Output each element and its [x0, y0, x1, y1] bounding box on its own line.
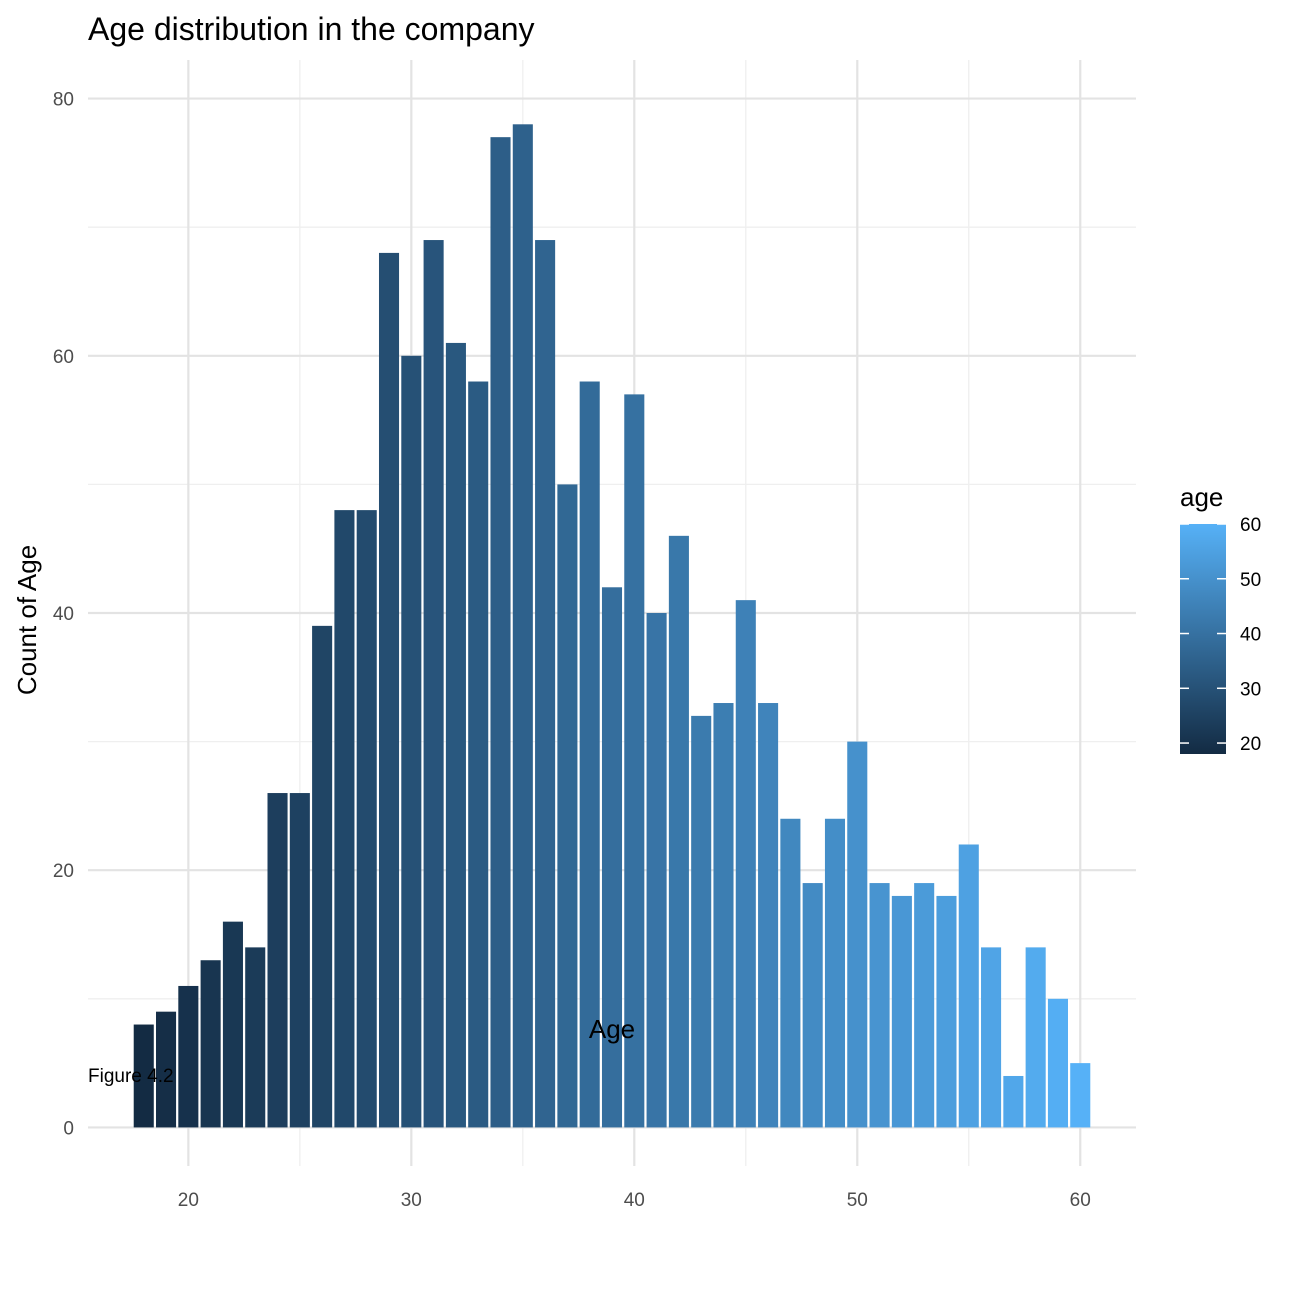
bar-age-32 — [445, 342, 466, 1128]
bar-age-41 — [646, 613, 667, 1128]
legend-label: 40 — [1240, 625, 1261, 646]
bar-age-40 — [624, 394, 645, 1128]
bar-age-37 — [557, 484, 578, 1128]
bar-age-24 — [267, 793, 288, 1128]
bar-age-31 — [423, 240, 444, 1128]
bar-age-56 — [981, 947, 1002, 1128]
bar-age-22 — [222, 921, 243, 1128]
x-axis-title: Age — [589, 1014, 635, 1044]
x-tick-label: 20 — [178, 1190, 199, 1211]
y-axis-ticks: 0 20 40 60 80 — [53, 90, 74, 1140]
bar-age-18 — [133, 1024, 154, 1128]
bar-age-19 — [156, 1011, 177, 1128]
bar-age-53 — [914, 883, 935, 1128]
bar-age-30 — [401, 355, 422, 1128]
bar-age-54 — [936, 895, 957, 1128]
y-tick-label: 80 — [53, 90, 74, 111]
bar-age-21 — [200, 960, 221, 1128]
legend-label: 30 — [1240, 679, 1261, 700]
x-tick-label: 60 — [1070, 1190, 1091, 1211]
y-tick-label: 60 — [53, 347, 74, 368]
bar-age-26 — [312, 625, 333, 1128]
bar-age-28 — [356, 510, 377, 1128]
bar-age-39 — [601, 587, 623, 1128]
bar-age-44 — [713, 703, 734, 1128]
bar-age-20 — [178, 985, 199, 1128]
bar-age-57 — [1003, 1075, 1024, 1128]
bar-age-42 — [668, 535, 689, 1128]
bar-age-43 — [691, 715, 712, 1128]
legend-ticks: 20 30 40 50 60 — [1180, 515, 1261, 755]
bar-age-49 — [824, 818, 846, 1128]
x-tick-label: 40 — [624, 1190, 645, 1211]
bars-group — [133, 124, 1091, 1128]
legend-title: age — [1180, 482, 1223, 512]
x-tick-label: 50 — [847, 1190, 868, 1211]
bar-age-34 — [490, 137, 511, 1128]
bar-age-58 — [1025, 947, 1046, 1128]
legend-label: 60 — [1240, 515, 1261, 536]
bar-age-35 — [512, 124, 533, 1128]
legend-label: 50 — [1240, 570, 1261, 591]
bar-age-60 — [1070, 1063, 1091, 1128]
bar-age-47 — [780, 818, 801, 1128]
y-axis-title: Count of Age — [12, 545, 42, 695]
bar-age-59 — [1047, 998, 1068, 1128]
bar-age-29 — [378, 252, 400, 1128]
legend-colorbar — [1180, 524, 1226, 754]
bar-age-25 — [289, 793, 310, 1128]
bar-age-23 — [245, 947, 266, 1128]
chart-title: Age distribution in the company — [88, 11, 534, 47]
bar-age-51 — [869, 883, 890, 1128]
legend: age 20 30 40 50 60 — [1180, 482, 1261, 755]
bar-age-36 — [535, 240, 556, 1128]
y-tick-label: 40 — [53, 604, 74, 625]
bar-age-45 — [735, 600, 756, 1128]
figure-caption: Figure 4.2 — [88, 1066, 174, 1087]
bar-age-55 — [958, 844, 979, 1128]
bar-age-33 — [468, 381, 489, 1128]
x-tick-label: 30 — [401, 1190, 422, 1211]
bar-age-46 — [758, 703, 779, 1128]
bar-age-38 — [579, 381, 600, 1128]
bar-age-52 — [891, 895, 912, 1128]
y-tick-label: 20 — [53, 861, 74, 882]
bar-age-50 — [847, 741, 868, 1128]
bar-age-27 — [334, 510, 355, 1128]
bar-age-48 — [802, 883, 823, 1128]
legend-label: 20 — [1240, 734, 1261, 755]
x-axis-ticks: 20 30 40 50 60 — [178, 1190, 1091, 1211]
y-tick-label: 0 — [63, 1118, 74, 1139]
